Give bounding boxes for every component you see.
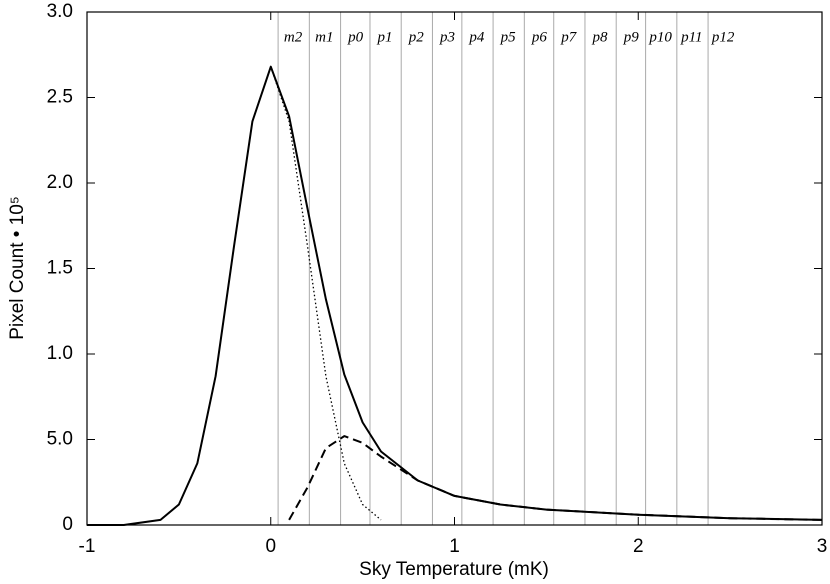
reference-label: p7 <box>560 29 578 45</box>
data-line <box>87 66 382 526</box>
x-tick-label: -1 <box>79 536 96 557</box>
reference-label: p0 <box>347 29 364 45</box>
y-tick-label: 3.0 <box>47 1 73 22</box>
data-line <box>87 65 823 526</box>
reference-label: m1 <box>315 29 333 45</box>
reference-label: p9 <box>623 29 640 45</box>
x-tick-label: 3 <box>817 536 828 557</box>
y-tick-label: 1.5 <box>47 258 73 279</box>
reference-label: p12 <box>711 29 735 45</box>
reference-label: p8 <box>591 29 608 45</box>
y-tick-label: 0 <box>62 514 73 535</box>
reference-label: p5 <box>500 29 517 45</box>
y-tick-label: 2.5 <box>47 87 73 108</box>
reference-label: m2 <box>284 29 303 45</box>
y-axis-label: Pixel Count • 10⁵ <box>7 196 28 339</box>
x-axis-label: Sky Temperature (mK) <box>359 559 549 580</box>
y-tick-label: 2.0 <box>47 172 73 193</box>
reference-label: p11 <box>680 29 702 45</box>
data-line <box>288 435 823 521</box>
y-tick-label: 5.0 <box>47 429 73 450</box>
x-tick-label: 1 <box>449 536 460 557</box>
reference-label: p10 <box>648 29 672 45</box>
reference-label: p4 <box>468 29 485 45</box>
reference-label: p2 <box>408 29 425 45</box>
reference-label: p6 <box>531 29 548 45</box>
x-tick-label: 0 <box>265 536 276 557</box>
reference-label: p1 <box>376 29 392 45</box>
reference-label: p3 <box>439 29 455 45</box>
plot-frame <box>86 11 823 526</box>
x-tick-label: 2 <box>633 536 644 557</box>
y-tick-label: 1.0 <box>47 343 73 364</box>
